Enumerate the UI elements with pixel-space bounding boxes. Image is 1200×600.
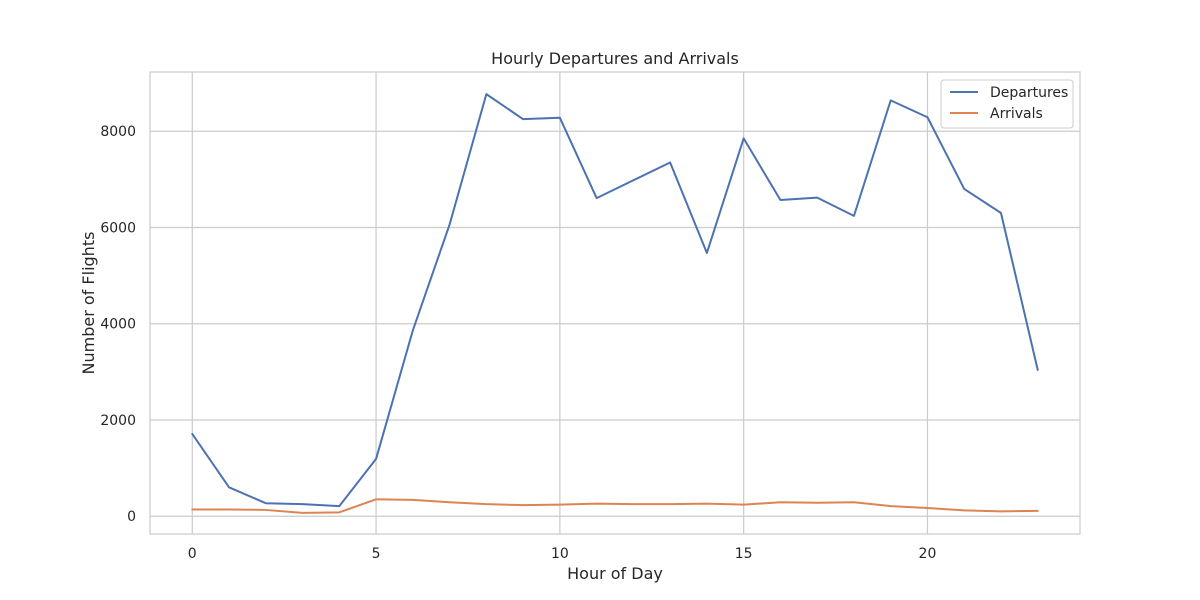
y-tick-labels: 0 2000 4000 6000 8000 bbox=[100, 124, 136, 525]
y-tick-label: 0 bbox=[127, 509, 136, 525]
legend-label-departures: Departures bbox=[990, 85, 1068, 101]
x-tick-label: 10 bbox=[551, 546, 569, 562]
y-tick-label: 6000 bbox=[100, 220, 136, 236]
series-line-arrivals bbox=[191, 498, 1039, 514]
x-tick-label: 20 bbox=[919, 546, 937, 562]
y-axis-title: Number of Flights bbox=[79, 232, 98, 375]
x-tick-label: 0 bbox=[188, 546, 197, 562]
chart-title: Hourly Departures and Arrivals bbox=[491, 49, 739, 68]
series-line-departures bbox=[191, 93, 1039, 508]
series-layer bbox=[191, 93, 1039, 514]
y-tick-label: 4000 bbox=[100, 317, 136, 333]
legend: Departures Arrivals bbox=[940, 79, 1074, 129]
y-tick-label: 8000 bbox=[100, 124, 136, 140]
gridlines bbox=[150, 72, 1080, 534]
x-axis-title: Hour of Day bbox=[567, 564, 663, 583]
x-tick-label: 5 bbox=[372, 546, 381, 562]
y-tick-label: 2000 bbox=[100, 413, 136, 429]
legend-label-arrivals: Arrivals bbox=[990, 106, 1043, 122]
plot-frame bbox=[149, 71, 1081, 535]
x-tick-label: 15 bbox=[735, 546, 753, 562]
plot-area bbox=[150, 72, 1080, 534]
x-tick-labels: 0 5 10 15 20 bbox=[188, 546, 937, 562]
